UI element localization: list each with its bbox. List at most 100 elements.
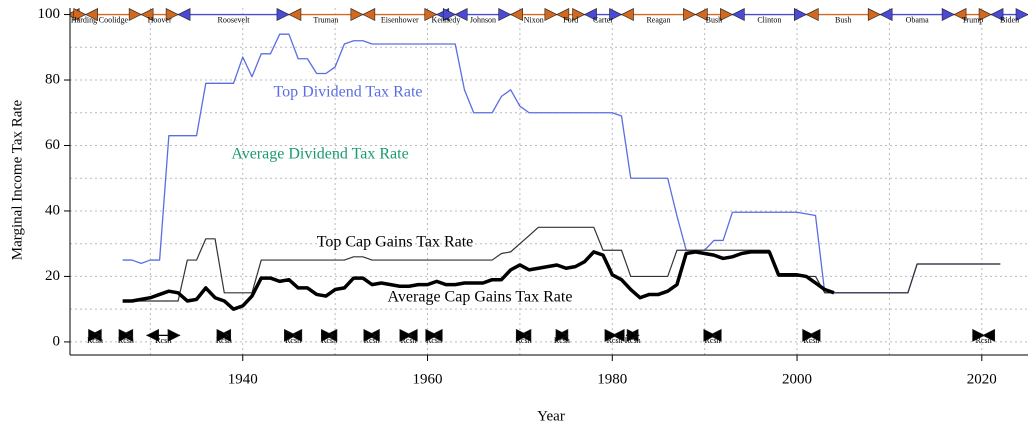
president-arrow xyxy=(556,8,570,22)
president-arrow xyxy=(953,8,967,22)
president-label: Eisenhower xyxy=(381,15,419,24)
series-line xyxy=(122,226,1001,302)
y-tick-label: 60 xyxy=(45,137,60,153)
series-line xyxy=(122,33,1001,294)
president-label: Nixon xyxy=(524,15,544,24)
president-arrow xyxy=(731,8,745,22)
recession-arrow xyxy=(363,328,377,342)
president-label: Clinton xyxy=(757,15,781,24)
recession-label: Rcsn xyxy=(976,336,992,345)
president-arrow xyxy=(128,8,142,22)
recession-label: Rcsn xyxy=(155,336,171,345)
y-tick-label: 100 xyxy=(38,6,61,22)
president-arrow xyxy=(350,8,364,22)
president-arrow xyxy=(177,8,191,22)
recession-label: Rcsn xyxy=(426,336,442,345)
president-arrow xyxy=(85,8,99,22)
recession-label: Rcsn xyxy=(554,336,570,345)
recession-label: Rcsn xyxy=(401,336,417,345)
president-arrow xyxy=(793,8,807,22)
president-arrow xyxy=(620,8,634,22)
x-tick-label: 1940 xyxy=(228,371,258,387)
recession-arrow xyxy=(399,328,413,342)
president-arrow xyxy=(683,8,697,22)
recession-arrow xyxy=(216,328,230,342)
recession-label: Rcsn xyxy=(705,336,721,345)
president-arrow xyxy=(805,8,819,22)
president-label: Johnson xyxy=(470,15,496,24)
recession-arrow xyxy=(802,328,816,342)
recession-label: Rcsn xyxy=(321,336,337,345)
recession-arrow xyxy=(167,328,181,342)
president-label: Kennedy xyxy=(432,15,461,24)
president-label: Trump xyxy=(962,15,984,24)
president-arrow xyxy=(1015,8,1028,22)
recession-label: Rcsn xyxy=(118,336,134,345)
recession-arrow xyxy=(515,328,529,342)
recession-label: Rcsn xyxy=(607,336,623,345)
president-label: Truman xyxy=(313,15,338,24)
recession-arrow xyxy=(626,328,640,342)
president-arrow xyxy=(424,8,438,22)
annotation: Average Dividend Tax Rate xyxy=(231,146,408,163)
recession-arrow xyxy=(118,328,132,342)
x-tick-label: 1980 xyxy=(597,371,627,387)
president-label: Harding xyxy=(71,15,97,24)
president-arrow xyxy=(978,8,992,22)
recession-arrow xyxy=(425,328,439,342)
recession-label: Rcsn xyxy=(364,336,380,345)
y-tick-label: 40 xyxy=(45,202,60,218)
president-label: Ford xyxy=(563,15,578,24)
president-arrow xyxy=(609,8,623,22)
recession-arrow xyxy=(146,328,159,342)
president-arrow xyxy=(583,8,597,22)
recession-label: Rcsn xyxy=(625,336,641,345)
president-arrow xyxy=(544,8,558,22)
president-label: Coolidge xyxy=(99,15,129,24)
president-arrow xyxy=(720,8,734,22)
annotation: Top Dividend Tax Rate xyxy=(274,84,423,101)
recession-label: Rcsn xyxy=(87,336,103,345)
plot-area: Top Dividend Tax Rate Average Dividend Ta… xyxy=(70,8,1028,345)
recession-arrow xyxy=(320,328,334,342)
president-arrow xyxy=(165,8,179,22)
president-label: Carter xyxy=(593,15,613,24)
recession-arrow xyxy=(555,328,569,342)
x-axis-label: Year xyxy=(537,408,565,424)
axes: 0 20 40 60 80 100 1940 1960 1980 2000 2020 xyxy=(38,6,1028,387)
recession-label: Rcsn xyxy=(285,336,301,345)
y-tick-label: 20 xyxy=(45,268,60,284)
y-axis-label: Marginal Income Tax Rate xyxy=(9,99,25,260)
recession-arrow xyxy=(972,328,986,342)
x-tick-label: 2020 xyxy=(967,371,997,387)
president-label: Reagan xyxy=(646,15,670,24)
president-arrow xyxy=(990,8,1004,22)
annotation: Top Cap Gains Tax Rate xyxy=(317,234,474,251)
president-arrow xyxy=(140,8,154,22)
president-arrow xyxy=(867,8,881,22)
president-label: Biden xyxy=(1000,15,1019,24)
recession-label: Rcsn xyxy=(516,336,532,345)
president-label: Hoover xyxy=(148,15,172,24)
recession-label: Rcsn xyxy=(803,336,819,345)
president-arrow xyxy=(879,8,893,22)
president-arrow xyxy=(288,8,302,22)
y-tick-label: 80 xyxy=(45,71,60,87)
president-label: Obama xyxy=(906,15,930,24)
president-arrow xyxy=(694,8,708,22)
president-arrow xyxy=(572,8,586,22)
recession-arrow xyxy=(284,328,298,342)
president-label: Roosevelt xyxy=(218,15,251,24)
president-arrow xyxy=(454,8,468,22)
president-arrow xyxy=(442,8,456,22)
recession-label: Rcsn xyxy=(216,336,232,345)
president-label: Bush xyxy=(835,15,851,24)
x-tick-label: 1960 xyxy=(413,371,443,387)
president-arrow xyxy=(73,8,87,22)
recession-arrow xyxy=(982,328,996,342)
x-tick-label: 2000 xyxy=(782,371,812,387)
series-line xyxy=(122,250,835,311)
recession-arrow xyxy=(703,328,717,342)
